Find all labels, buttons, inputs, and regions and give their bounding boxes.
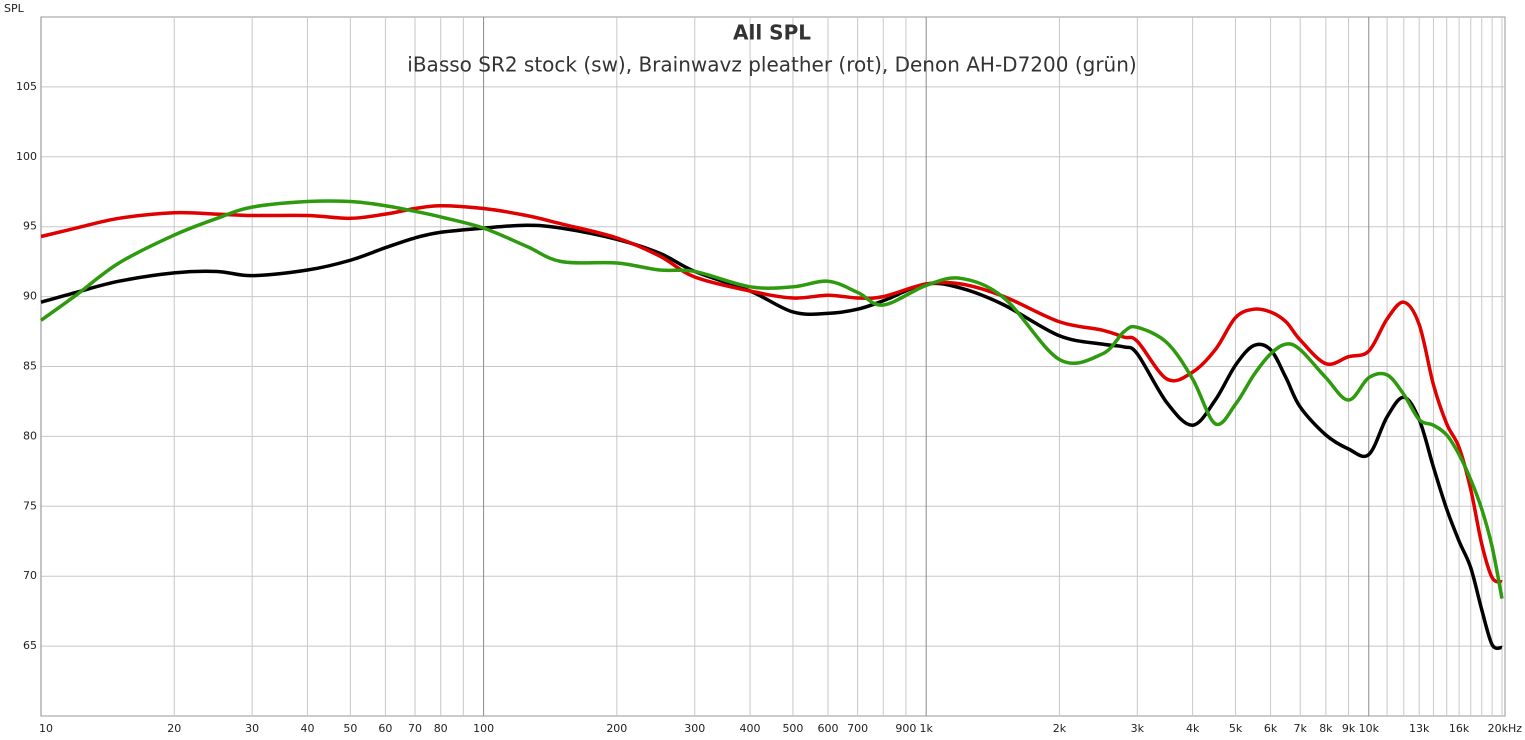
x-tick-label: 4k xyxy=(1186,722,1200,735)
y-axis-label: SPL xyxy=(4,2,25,15)
series-line xyxy=(39,199,1504,599)
x-tick-label: 10 xyxy=(39,722,53,735)
x-tick-label: 500 xyxy=(782,722,803,735)
x-tick-label: 100 xyxy=(473,722,494,735)
x-tick-label: 9k xyxy=(1342,722,1356,735)
x-tick-label: 8k xyxy=(1319,722,1333,735)
y-tick-label: 85 xyxy=(23,360,37,373)
x-tick-label: 7k xyxy=(1294,722,1308,735)
x-tick-label: 13k xyxy=(1409,722,1430,735)
x-tick-label: 5k xyxy=(1229,722,1243,735)
x-tick-label: 60 xyxy=(378,722,392,735)
x-tick-label: 10k xyxy=(1359,722,1380,735)
y-tick-label: 90 xyxy=(23,290,37,303)
chart-title: All SPL xyxy=(733,21,811,45)
y-tick-label: 75 xyxy=(23,499,37,512)
x-tick-label: 70 xyxy=(408,722,422,735)
lines xyxy=(39,199,1504,651)
series-line xyxy=(40,203,1503,584)
y-tick-label: 100 xyxy=(16,150,37,163)
x-tick-label: 40 xyxy=(300,722,314,735)
series-line xyxy=(40,223,1503,651)
x-tick-label: 6k xyxy=(1264,722,1278,735)
x-tick-label: 16k xyxy=(1449,722,1470,735)
x-tick-label: 300 xyxy=(684,722,705,735)
x-tick-label: 20 xyxy=(167,722,181,735)
y-tick-label: 65 xyxy=(23,639,37,652)
x-tick-label: 2k xyxy=(1053,722,1067,735)
x-tick-label: 80 xyxy=(434,722,448,735)
chart-subtitle: iBasso SR2 stock (sw), Brainwavz pleathe… xyxy=(407,53,1136,77)
x-tick-label: 20kHz xyxy=(1488,722,1523,735)
x-tick-label: 400 xyxy=(740,722,761,735)
x-tick-label: 700 xyxy=(847,722,868,735)
x-tick-label: 600 xyxy=(817,722,838,735)
x-tick-label: 50 xyxy=(343,722,357,735)
x-tick-label: 30 xyxy=(245,722,259,735)
y-tick-label: 95 xyxy=(23,220,37,233)
x-tick-label: 1k xyxy=(919,722,933,735)
x-tick-label: 200 xyxy=(606,722,627,735)
x-tick-label: 900 xyxy=(895,722,916,735)
x-tick-label: 3k xyxy=(1131,722,1145,735)
y-tick-label: 80 xyxy=(23,429,37,442)
grid xyxy=(40,17,1505,716)
y-tick-label: 70 xyxy=(23,569,37,582)
y-tick-label: 105 xyxy=(16,80,37,93)
